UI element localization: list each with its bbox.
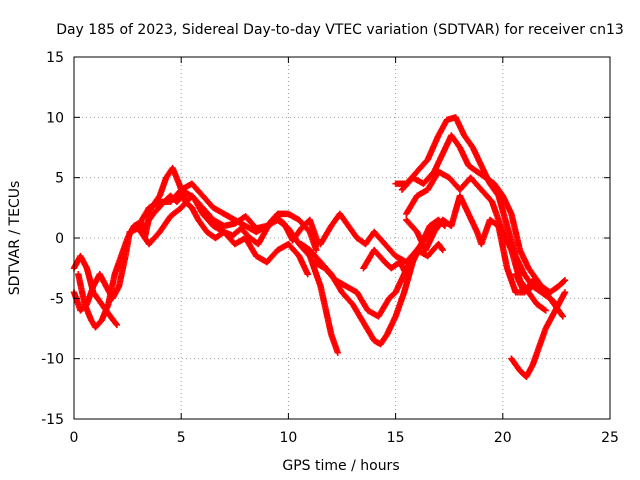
y-tick-label: -10 (41, 352, 64, 368)
x-axis-label: GPS time / hours (282, 458, 399, 474)
x-tick-label: 10 (279, 430, 297, 446)
data-point-marker (113, 321, 121, 329)
series-arc-5 (141, 188, 322, 248)
series-arc-13 (403, 192, 537, 296)
data-point-marker (409, 258, 416, 266)
y-axis-label: SDTVAR / TECUs (7, 181, 23, 296)
series-arc-6 (317, 210, 446, 266)
data-layer (70, 114, 569, 380)
tick-layer: 0 5 10 15 20 25 -15 -10 -5 0 5 10 15 (41, 50, 619, 446)
y-tick-label: 5 (55, 171, 64, 187)
y-tick-label: 15 (46, 50, 64, 66)
data-point-marker (560, 278, 568, 285)
y-tick-label: 10 (46, 110, 64, 126)
x-tick-label: 25 (601, 430, 619, 446)
data-point-marker (542, 307, 549, 314)
data-point-marker (559, 313, 567, 320)
data-point-marker (313, 246, 320, 254)
x-tick-label: 20 (494, 430, 512, 446)
data-point-marker (541, 306, 548, 313)
y-tick-label: 0 (55, 231, 64, 247)
data-point-marker (561, 277, 569, 284)
series-arc-8 (310, 222, 442, 320)
series-arc-14 (508, 289, 569, 380)
data-point-marker (439, 246, 446, 254)
series-arc-15 (512, 271, 569, 296)
data-point-marker (112, 320, 120, 327)
series-arc-3 (75, 164, 311, 331)
y-tick-label: -5 (50, 291, 64, 307)
x-tick-label: 0 (70, 430, 79, 446)
x-tick-label: 5 (177, 430, 186, 446)
data-point-marker (438, 245, 446, 253)
data-point-marker (561, 289, 569, 296)
data-point-marker (304, 271, 311, 278)
series-arc-11 (398, 132, 567, 320)
y-tick-label: -15 (41, 412, 64, 428)
chart-title: Day 185 of 2023, Sidereal Day-to-day VTE… (56, 22, 624, 38)
x-tick-label: 15 (387, 430, 405, 446)
data-point-marker (334, 349, 341, 356)
series-arc-9 (360, 246, 416, 278)
